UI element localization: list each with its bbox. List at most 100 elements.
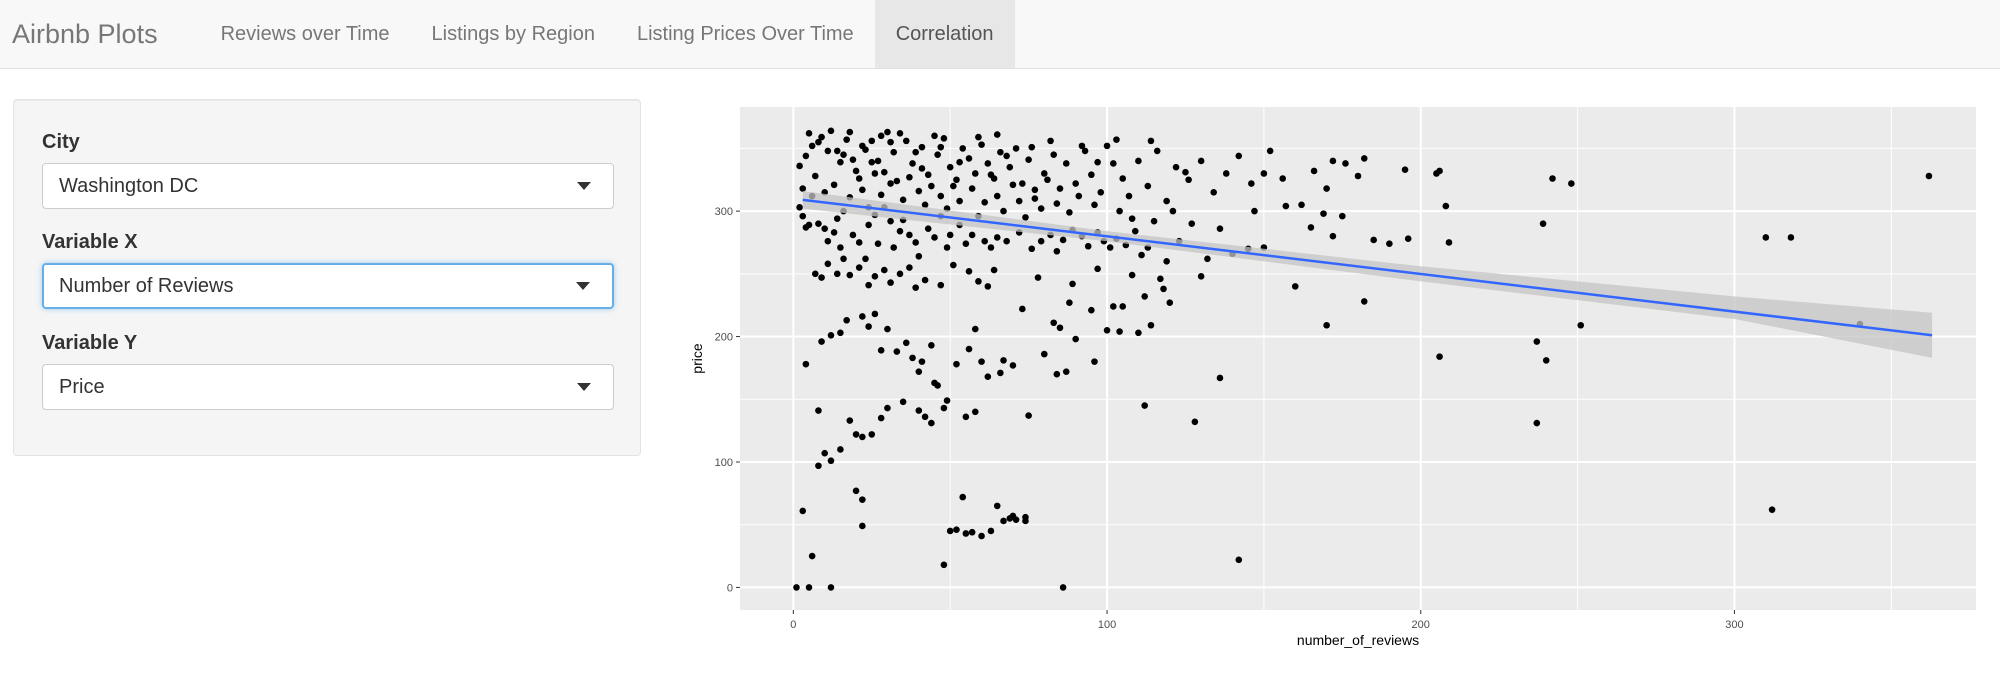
data-point xyxy=(1053,370,1061,378)
data-point xyxy=(1094,265,1101,273)
tab-listing-prices-over-time[interactable]: Listing Prices Over Time xyxy=(636,22,854,45)
data-point xyxy=(805,584,813,591)
data-point xyxy=(1053,247,1061,255)
data-point xyxy=(1022,214,1029,221)
data-point xyxy=(1110,160,1117,167)
data-point xyxy=(1291,283,1299,290)
data-point xyxy=(1768,506,1776,513)
data-point xyxy=(902,137,910,145)
data-point xyxy=(937,143,945,151)
data-point xyxy=(915,368,923,375)
data-point xyxy=(1053,200,1061,207)
city-select[interactable]: Washington DC xyxy=(42,163,614,209)
data-point xyxy=(884,325,891,333)
data-point xyxy=(959,493,967,501)
data-point xyxy=(918,143,926,151)
data-point xyxy=(859,522,866,530)
data-point xyxy=(852,167,860,175)
brand-title[interactable]: Airbnb Plots xyxy=(12,18,158,49)
variable-x-select[interactable]: Number of Reviews xyxy=(42,263,614,309)
data-point xyxy=(840,255,847,263)
data-point xyxy=(971,170,979,177)
data-point xyxy=(1028,143,1036,151)
y-axis-ticks: 0 100 200 300 xyxy=(715,206,740,594)
data-point xyxy=(887,217,894,225)
data-point xyxy=(1160,285,1167,293)
data-point xyxy=(962,240,970,248)
tab-correlation[interactable]: Correlation xyxy=(874,0,1015,68)
data-point xyxy=(1031,186,1039,194)
data-point xyxy=(906,264,913,271)
major-gridlines xyxy=(740,107,1976,610)
data-point xyxy=(1235,152,1243,160)
chevron-down-icon xyxy=(577,182,591,190)
data-point xyxy=(975,133,982,141)
x-tick-label: 0 xyxy=(790,619,796,631)
data-point xyxy=(1015,197,1023,205)
data-point xyxy=(1059,236,1067,244)
data-point xyxy=(1401,166,1409,174)
data-point xyxy=(881,266,888,274)
data-point xyxy=(1138,251,1145,259)
data-point xyxy=(808,142,816,150)
data-point xyxy=(1135,157,1142,165)
data-point xyxy=(1025,156,1032,163)
data-point xyxy=(1310,167,1318,175)
data-point xyxy=(859,142,866,150)
data-point xyxy=(971,325,979,333)
data-point xyxy=(877,132,885,140)
data-point xyxy=(884,128,891,136)
data-point xyxy=(1000,357,1007,364)
data-point xyxy=(1577,321,1585,329)
data-point xyxy=(1003,152,1010,160)
data-point xyxy=(921,276,929,284)
data-point xyxy=(1131,227,1139,235)
data-point xyxy=(1568,180,1575,187)
data-point xyxy=(1000,517,1007,525)
data-point xyxy=(1128,271,1136,279)
data-point xyxy=(1433,170,1440,177)
data-point xyxy=(1442,202,1450,210)
data-point xyxy=(896,270,904,278)
x-axis-ticks: 0 100 200 300 xyxy=(790,610,1744,631)
data-point xyxy=(965,155,973,162)
data-point xyxy=(1009,362,1017,369)
data-point xyxy=(931,234,938,241)
sidebar-panel: City Washington DC Variable X Number of … xyxy=(13,99,641,456)
data-point xyxy=(799,185,807,192)
data-point xyxy=(890,148,898,156)
data-point xyxy=(887,180,894,187)
data-point xyxy=(956,158,963,166)
data-point xyxy=(1040,350,1048,358)
data-point xyxy=(887,279,894,286)
tab-reviews-over-time[interactable]: Reviews over Time xyxy=(220,22,390,45)
data-point xyxy=(1012,145,1020,152)
data-point xyxy=(824,147,832,155)
data-point xyxy=(950,182,957,190)
data-point xyxy=(1339,212,1346,220)
data-point xyxy=(1436,353,1443,360)
data-point xyxy=(1128,215,1136,222)
tab-listings-by-region[interactable]: Listings by Region xyxy=(431,22,595,45)
data-point xyxy=(862,255,869,263)
data-point xyxy=(837,158,844,166)
data-point xyxy=(924,225,932,232)
data-point xyxy=(1103,326,1111,334)
data-point xyxy=(1329,232,1337,240)
data-point xyxy=(909,160,916,167)
data-point xyxy=(1188,220,1196,227)
data-point xyxy=(1141,293,1148,300)
data-point xyxy=(855,264,863,271)
data-point xyxy=(881,168,888,176)
data-point xyxy=(1009,181,1017,189)
data-point xyxy=(962,413,970,421)
data-point xyxy=(1141,402,1148,409)
data-point xyxy=(956,197,963,205)
data-point xyxy=(1260,170,1268,177)
variable-y-select[interactable]: Price xyxy=(42,364,614,410)
y-tick-label: 100 xyxy=(715,457,733,469)
data-point xyxy=(1204,255,1211,263)
data-point xyxy=(859,496,866,503)
data-point xyxy=(931,132,938,140)
data-point xyxy=(1091,201,1098,209)
